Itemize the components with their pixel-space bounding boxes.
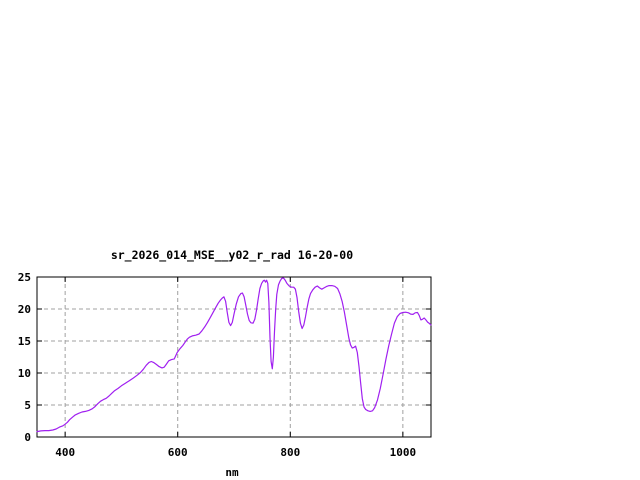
y-tick-label: 15: [18, 335, 31, 348]
spectrum-curve: [36, 277, 432, 433]
x-tick-label: 600: [168, 446, 188, 459]
chart-title: sr_2026_014_MSE__y02_r_rad 16-20-00: [111, 248, 353, 263]
curve-layer: [36, 277, 432, 433]
y-tick-label: 5: [24, 399, 31, 412]
y-tick-label: 20: [18, 303, 31, 316]
x-tick-label: 400: [55, 446, 75, 459]
x-axis-label: nm: [225, 466, 239, 479]
grid-layer: [37, 277, 431, 437]
axis-layer: 400 600 800 1000 0 5 10 15 20 25: [18, 271, 432, 459]
y-tick-label: 0: [24, 431, 31, 444]
x-tick-label: 800: [280, 446, 300, 459]
plot-border: [36, 276, 432, 438]
x-tick-label: 1000: [390, 446, 417, 459]
y-tick-label: 10: [18, 367, 31, 380]
y-tick-label: 25: [18, 271, 31, 284]
